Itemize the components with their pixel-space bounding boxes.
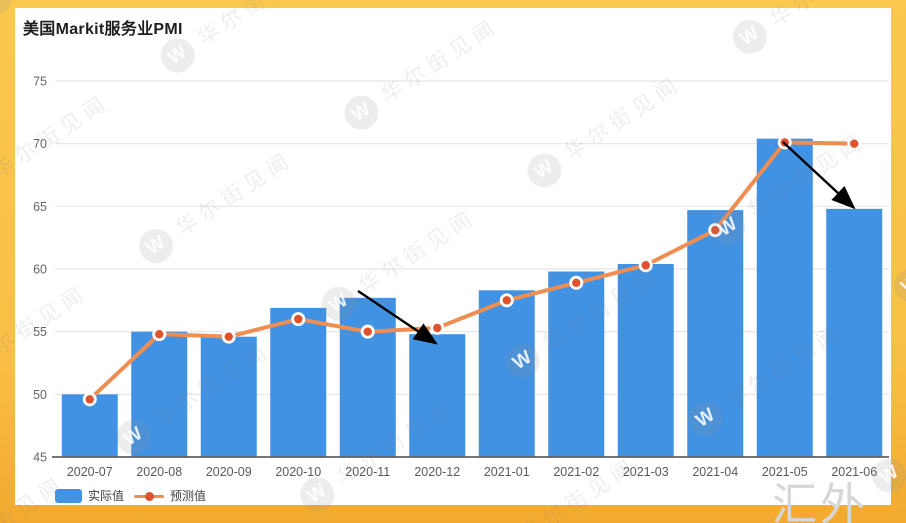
forecast-line bbox=[87, 140, 857, 402]
forecast-marker-2020-08[interactable] bbox=[155, 329, 164, 339]
forecast-marker-2020-09[interactable] bbox=[224, 332, 233, 341]
x-tick-label-2021-06: 2021-06 bbox=[831, 465, 877, 479]
forecast-marker-2020-10[interactable] bbox=[294, 314, 303, 324]
x-tick-label-2021-02: 2021-02 bbox=[553, 465, 599, 479]
legend-actual-label: 实际值 bbox=[88, 489, 125, 503]
bar-2021-01[interactable] bbox=[478, 290, 535, 457]
y-tick-label-65: 65 bbox=[33, 200, 47, 214]
bar-2020-11[interactable] bbox=[339, 297, 396, 457]
legend-forecast-label: 预测值 bbox=[170, 489, 207, 503]
legend: 实际值 预测值 bbox=[55, 487, 206, 504]
forecast-marker-2021-03[interactable] bbox=[641, 261, 650, 270]
forecast-marker-2020-12[interactable] bbox=[433, 323, 442, 333]
forecast-marker-2021-04[interactable] bbox=[711, 225, 720, 235]
bar-2021-02[interactable] bbox=[548, 271, 605, 457]
bar-2021-05[interactable] bbox=[756, 138, 813, 458]
y-tick-label-55: 55 bbox=[33, 325, 47, 339]
legend-item-forecast[interactable]: 预测值 bbox=[134, 487, 206, 504]
x-tick-label-2020-09: 2020-09 bbox=[206, 465, 252, 479]
x-tick-label-2020-10: 2020-10 bbox=[275, 465, 321, 479]
x-tick-label-2021-01: 2021-01 bbox=[484, 465, 530, 479]
x-tick-label-2020-12: 2020-12 bbox=[414, 465, 460, 479]
annotation-arrow-1 bbox=[357, 290, 438, 345]
annotation-arrow-2 bbox=[782, 141, 856, 210]
forecast-marker-2021-02[interactable] bbox=[572, 278, 581, 287]
x-tick-label-2021-05: 2021-05 bbox=[762, 465, 808, 479]
legend-forecast-line-dot-icon bbox=[134, 489, 165, 503]
y-tick-label-45: 45 bbox=[33, 451, 47, 465]
legend-item-actual[interactable]: 实际值 bbox=[55, 487, 124, 504]
x-tick-label-2021-03: 2021-03 bbox=[623, 465, 669, 479]
x-tick-label-2020-11: 2020-11 bbox=[345, 465, 390, 479]
legend-actual-swatch bbox=[55, 488, 82, 503]
bar-2021-06[interactable] bbox=[826, 208, 883, 457]
y-tick-label-60: 60 bbox=[33, 263, 47, 277]
bar-2021-04[interactable] bbox=[687, 210, 744, 457]
y-tick-label-75: 75 bbox=[33, 75, 47, 89]
bar-2020-12[interactable] bbox=[409, 334, 466, 457]
y-tick-label-70: 70 bbox=[33, 137, 47, 151]
bar-2021-03[interactable] bbox=[617, 263, 674, 457]
chart-title: 美国Markit服务业PMI bbox=[23, 21, 183, 38]
x-tick-label-2021-04: 2021-04 bbox=[692, 465, 738, 479]
forecast-marker-2021-01[interactable] bbox=[502, 296, 511, 305]
forecast-marker-2020-07[interactable] bbox=[85, 395, 94, 404]
bar-2020-10[interactable] bbox=[270, 307, 327, 457]
x-tick-label-2020-08: 2020-08 bbox=[136, 465, 182, 479]
bar-2020-09[interactable] bbox=[200, 336, 257, 457]
x-tick-label-2020-07: 2020-07 bbox=[67, 465, 113, 479]
y-tick-label-50: 50 bbox=[33, 388, 47, 402]
forecast-marker-2020-11[interactable] bbox=[363, 327, 372, 336]
forecast-marker-2021-06[interactable] bbox=[850, 139, 859, 148]
